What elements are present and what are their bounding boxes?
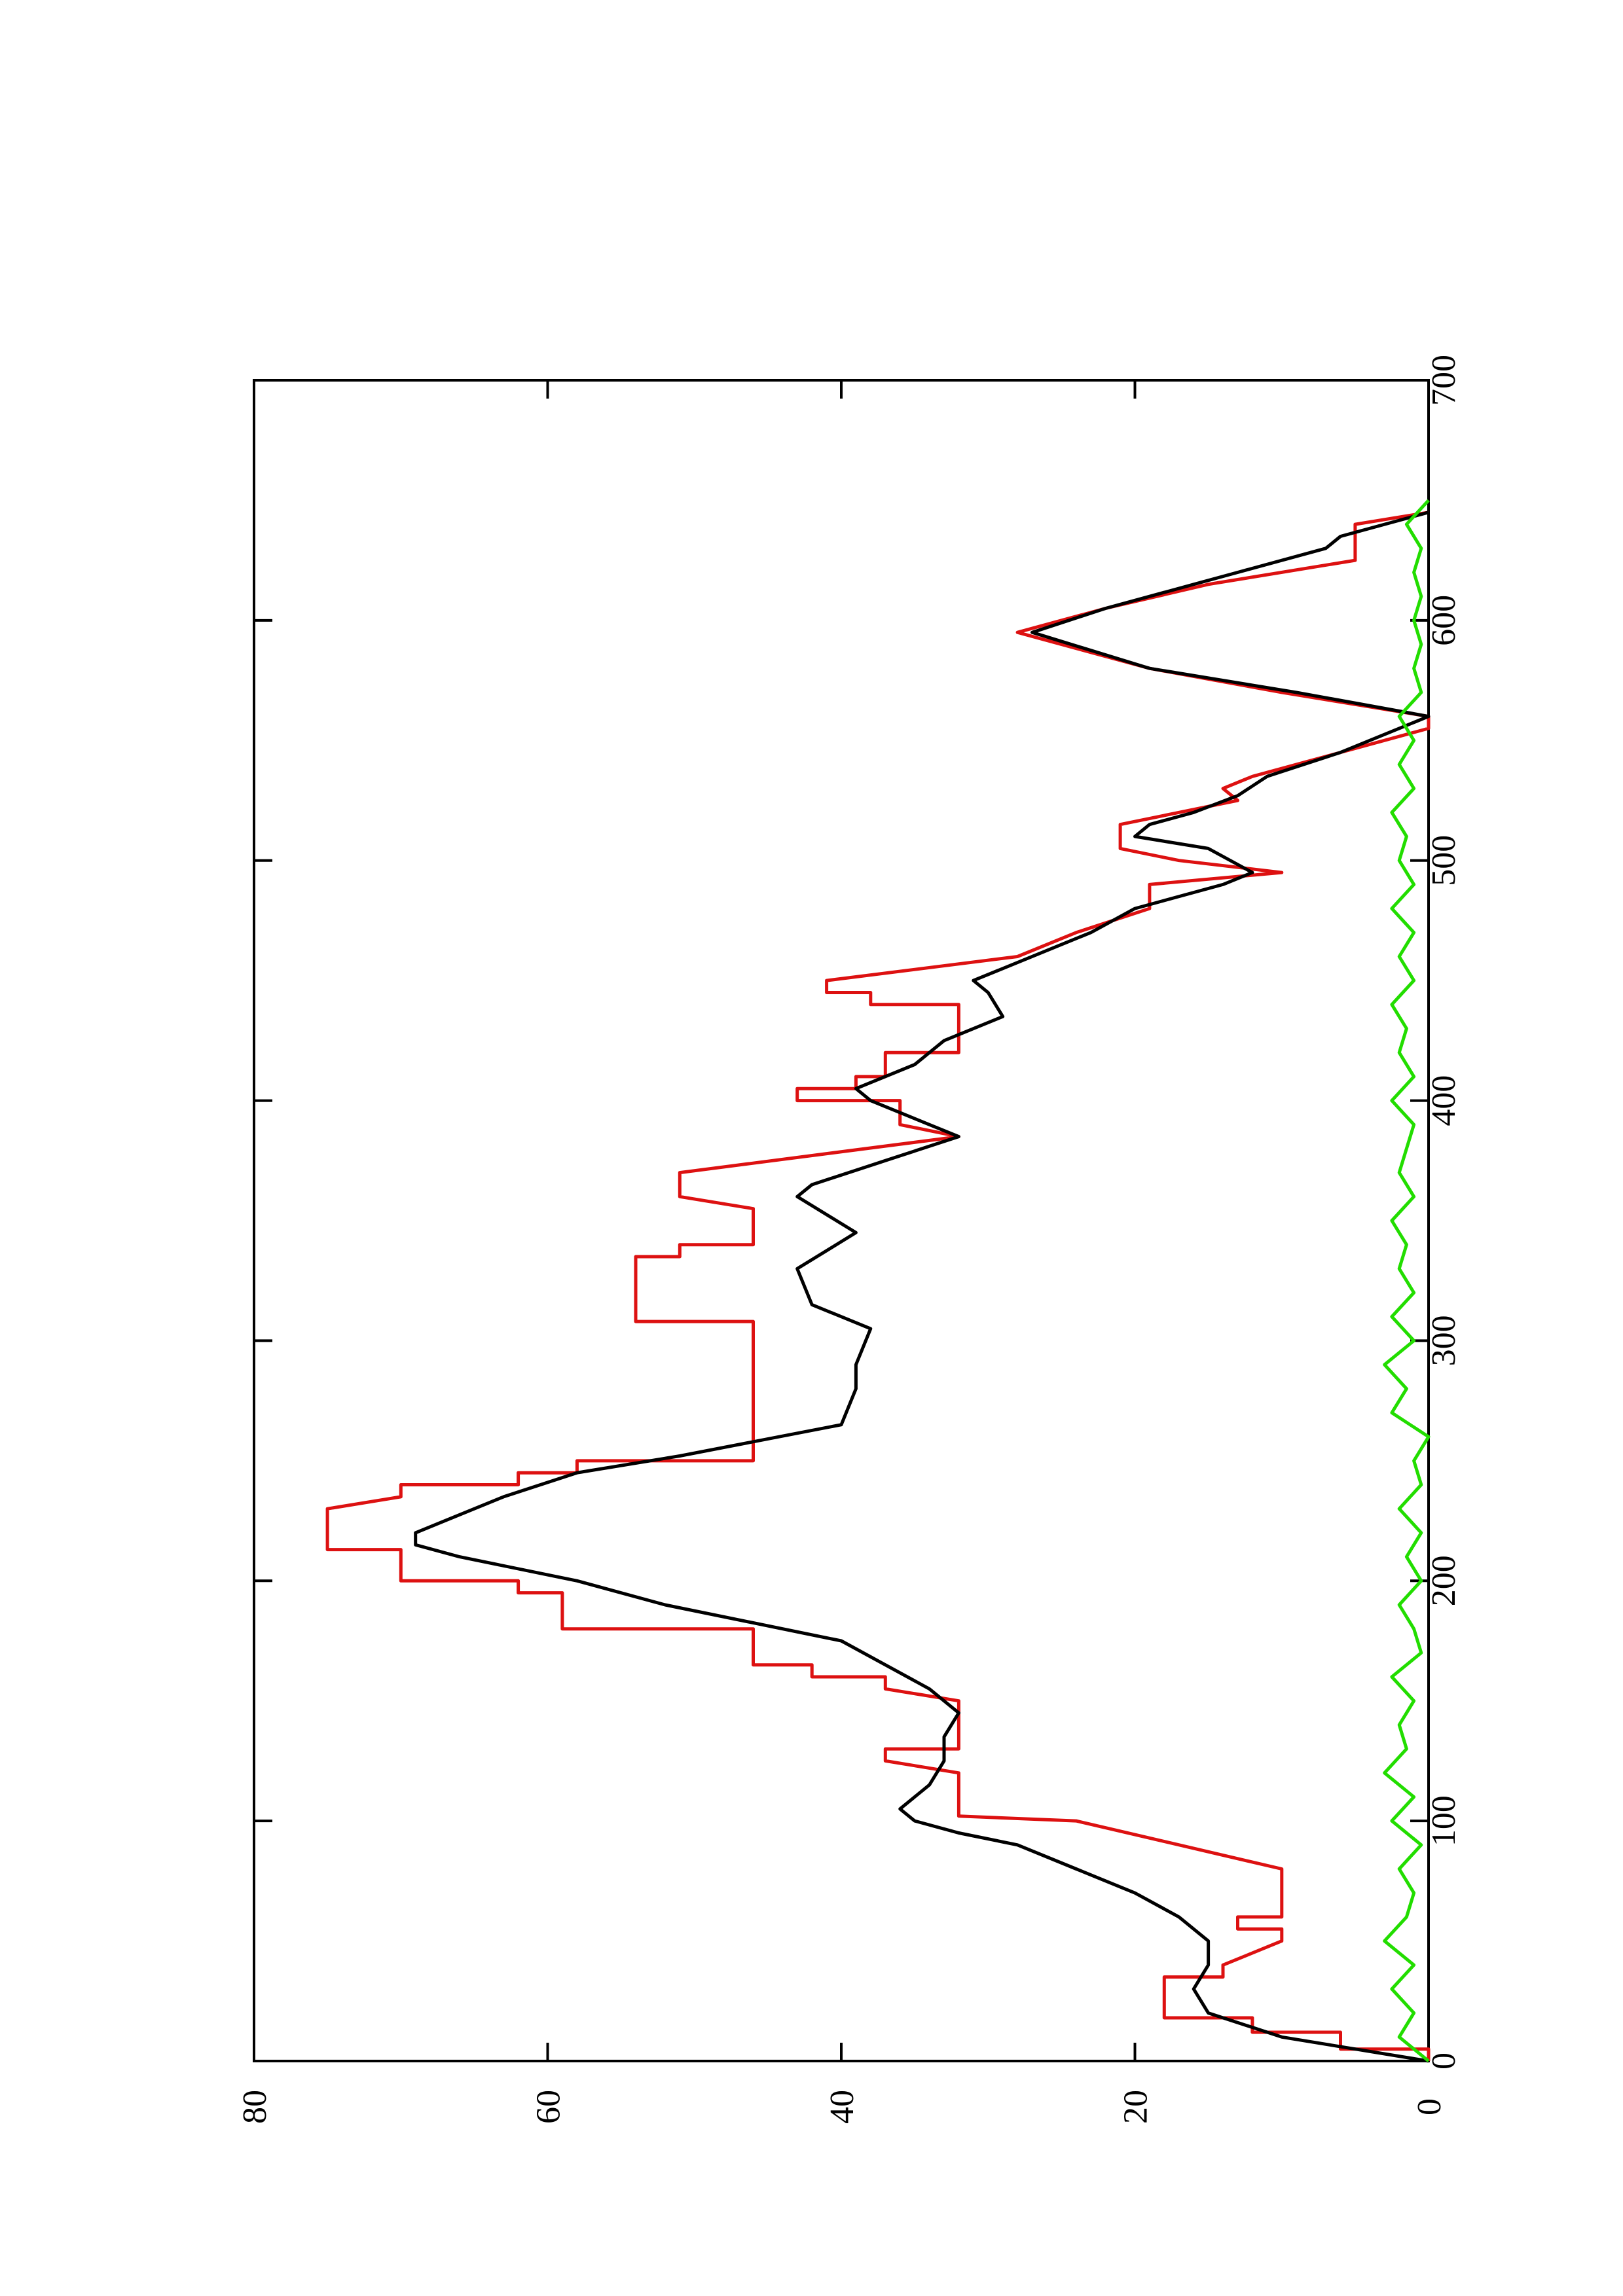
y-tick-label: 0 [1411, 2098, 1448, 2115]
y-tick-label: 80 [236, 2090, 274, 2124]
x-tick-label: 300 [1425, 1315, 1463, 1366]
series-line [414, 511, 1431, 2063]
series-line [325, 511, 1431, 2061]
y-tick-label: 60 [530, 2090, 568, 2124]
x-tick-label: 600 [1425, 595, 1463, 646]
x-tick-label: 700 [1425, 355, 1463, 406]
x-tick-label: 0 [1425, 2053, 1463, 2070]
x-tick-label: 400 [1425, 1075, 1463, 1126]
plot-frame [253, 379, 1430, 2062]
series-line [1383, 499, 1431, 2062]
y-tick-label: 40 [824, 2090, 861, 2124]
x-tick-label: 200 [1425, 1555, 1463, 1606]
y-tick-label: 20 [1118, 2090, 1155, 2124]
x-tick-label: 500 [1425, 835, 1463, 886]
x-tick-label: 100 [1425, 1795, 1463, 1846]
